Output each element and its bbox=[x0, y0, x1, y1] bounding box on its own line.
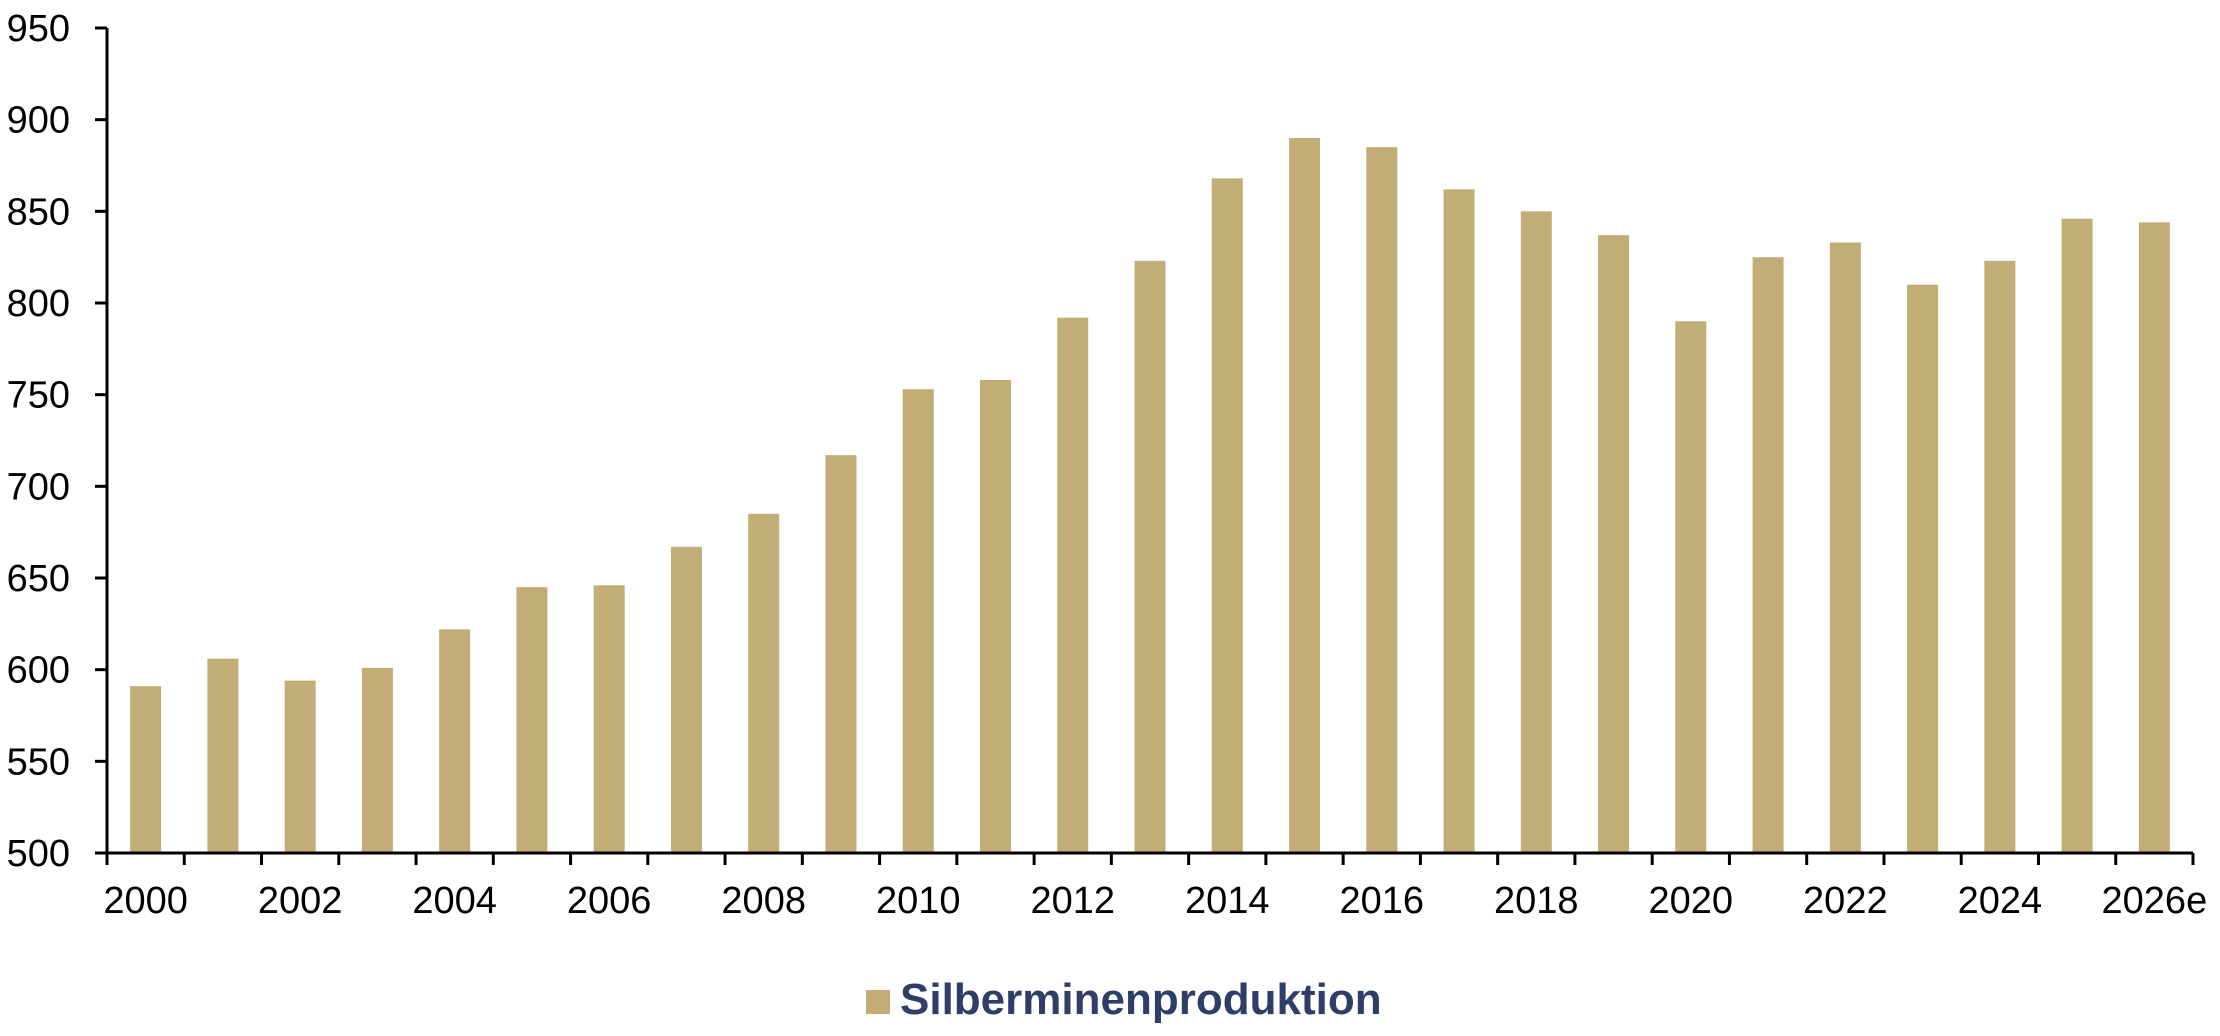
x-tick-label: 2024 bbox=[1958, 880, 2043, 922]
x-tick-label: 2020 bbox=[1649, 880, 1734, 922]
x-tick-label: 2016 bbox=[1340, 880, 1425, 922]
y-tick-label: 500 bbox=[7, 833, 70, 875]
bar-2021 bbox=[1752, 257, 1784, 854]
bar-2017 bbox=[1443, 189, 1475, 854]
x-tick-label: 2004 bbox=[412, 880, 497, 922]
bar-2014 bbox=[1211, 178, 1243, 854]
y-tick-label: 650 bbox=[7, 558, 70, 600]
bar-2015 bbox=[1289, 138, 1321, 853]
x-tick-label: 2018 bbox=[1494, 880, 1579, 922]
bar-2003 bbox=[361, 667, 393, 853]
y-tick-label: 900 bbox=[7, 100, 70, 142]
y-tick-label: 800 bbox=[7, 283, 70, 325]
bar-2002 bbox=[284, 680, 316, 853]
bar-2018 bbox=[1520, 211, 1552, 854]
bar-2007 bbox=[670, 546, 702, 853]
y-tick-label: 700 bbox=[7, 466, 70, 508]
bar-2020 bbox=[1675, 321, 1707, 853]
bar-2023 bbox=[1907, 284, 1939, 854]
x-tick-label: 2000 bbox=[103, 880, 188, 922]
y-axis-ticks: 500 550 600 650 700 750 800 850 900 950 bbox=[7, 8, 107, 875]
bar-2000 bbox=[130, 686, 162, 853]
bar-2024 bbox=[1984, 260, 2016, 853]
legend: Silberminenproduktion bbox=[866, 975, 1382, 1024]
bar-2004 bbox=[439, 629, 471, 853]
bar-2006 bbox=[593, 585, 625, 853]
bar-2010 bbox=[902, 389, 934, 853]
bar-2005 bbox=[516, 587, 548, 853]
bar-2008 bbox=[748, 513, 780, 853]
bar-2022 bbox=[1829, 242, 1861, 853]
y-tick-label: 850 bbox=[7, 191, 70, 233]
x-tick-label: 2010 bbox=[876, 880, 961, 922]
bar-2026e bbox=[2138, 222, 2170, 854]
x-tick-label: 2012 bbox=[1030, 880, 1115, 922]
x-tick-label: 2008 bbox=[721, 880, 806, 922]
bar-2009 bbox=[825, 455, 857, 853]
bar-2019 bbox=[1598, 235, 1630, 853]
bar-2013 bbox=[1134, 260, 1166, 853]
x-tick-label: 2022 bbox=[1803, 880, 1888, 922]
bar-2016 bbox=[1366, 147, 1398, 853]
x-tick-label: 2006 bbox=[567, 880, 652, 922]
x-tick-label: 2014 bbox=[1185, 880, 1270, 922]
legend-label: Silberminenproduktion bbox=[900, 975, 1382, 1024]
bar-series bbox=[130, 138, 2170, 854]
bar-2001 bbox=[207, 658, 239, 853]
x-tick-label: 2026e bbox=[2102, 880, 2208, 922]
x-axis-ticks: 2000 2002 2004 2006 2008 2010 2012 2014 2016 2018… bbox=[103, 853, 2207, 922]
bar-2025 bbox=[2061, 218, 2093, 853]
y-tick-label: 950 bbox=[7, 8, 70, 50]
y-tick-label: 750 bbox=[7, 375, 70, 417]
bar-2011 bbox=[979, 380, 1011, 853]
x-tick-label: 2002 bbox=[258, 880, 343, 922]
legend-swatch bbox=[866, 990, 890, 1014]
bar-2012 bbox=[1057, 317, 1089, 854]
y-tick-label: 600 bbox=[7, 650, 70, 692]
y-tick-label: 550 bbox=[7, 741, 70, 783]
